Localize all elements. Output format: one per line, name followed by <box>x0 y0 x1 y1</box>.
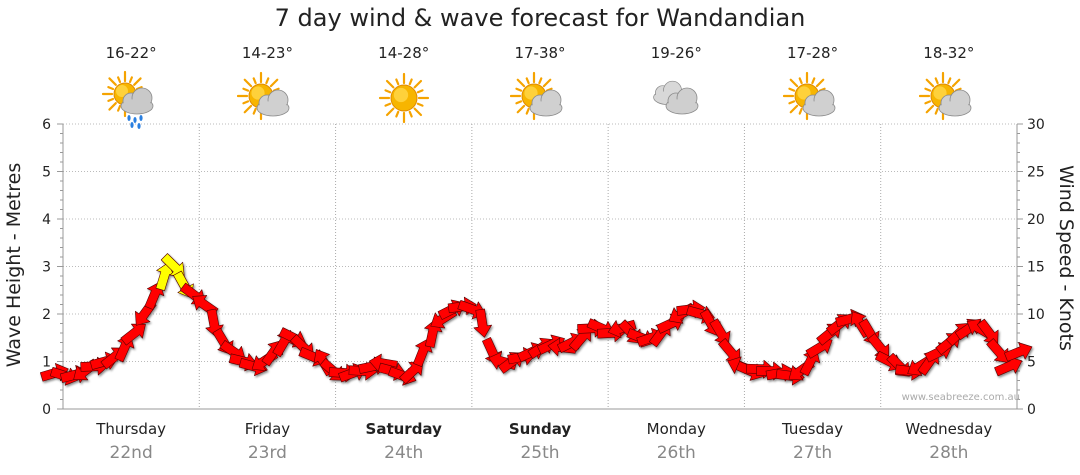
left-tick-label: 1 <box>42 355 51 371</box>
day-date: 27th <box>793 443 833 463</box>
right-tick-label: 10 <box>1027 307 1045 323</box>
wind-arrow <box>120 323 146 346</box>
day-temperature: 16-22° <box>105 44 157 62</box>
day-temperature: 19-26° <box>650 44 702 62</box>
day-date: 26th <box>656 443 696 463</box>
day-name: Monday <box>646 420 706 438</box>
sun-cloud-rain-icon <box>101 70 161 130</box>
day-name: Saturday <box>365 420 442 438</box>
sun-cloud-icon <box>782 70 843 130</box>
wind-arrow <box>399 361 424 385</box>
day-temperature: 18-32° <box>923 44 975 62</box>
left-tick-label: 2 <box>42 307 51 323</box>
cloud-icon <box>646 70 706 130</box>
wind-arrow <box>1004 342 1033 362</box>
right-tick-label: 5 <box>1027 355 1036 371</box>
right-axis-label: Wind Speed - Knots <box>1055 165 1077 351</box>
day-name: Friday <box>244 420 291 438</box>
right-tick-label: 30 <box>1027 117 1045 133</box>
day-date: 25th <box>520 443 560 463</box>
sun-cloud-icon <box>509 70 570 130</box>
wind-arrow <box>986 338 1009 363</box>
day-date: 23rd <box>247 443 287 463</box>
left-tick-label: 0 <box>42 402 51 418</box>
sun-cloud-icon <box>918 70 979 130</box>
wind-arrows <box>39 253 1033 386</box>
day-temperature: 14-28° <box>378 44 430 62</box>
day-name: Thursday <box>96 420 167 438</box>
day-date: 28th <box>929 443 969 463</box>
day-name: Wednesday <box>905 420 993 438</box>
day-temperature: 14-23° <box>241 44 293 62</box>
wind-arrow <box>473 308 492 338</box>
chart-title: 7 day wind & wave forecast for Wandandia… <box>274 4 806 32</box>
credit-text: www.seabreeze.com.au <box>901 392 1020 403</box>
sun-icon <box>374 70 434 130</box>
day-temperature: 17-38° <box>514 44 566 62</box>
left-axis-ticks: 0 1 2 3 4 5 6 <box>42 117 63 418</box>
left-tick-label: 3 <box>42 260 51 276</box>
right-tick-label: 25 <box>1027 165 1045 181</box>
right-tick-label: 0 <box>1027 402 1036 418</box>
day-date: 22nd <box>109 443 153 463</box>
left-axis-label: Wave Height - Metres <box>3 162 25 368</box>
left-tick-label: 6 <box>42 117 51 133</box>
day-date: 24th <box>384 443 424 463</box>
left-tick-label: 4 <box>42 212 51 228</box>
right-axis-ticks: 0 5 10 15 20 25 30 <box>1017 117 1045 418</box>
day-name: Sunday <box>508 420 572 438</box>
left-tick-label: 5 <box>42 165 51 181</box>
right-tick-label: 15 <box>1027 260 1045 276</box>
sun-cloud-icon <box>237 70 297 130</box>
day-temperature: 17-28° <box>787 44 839 62</box>
day-name: Tuesday <box>782 420 844 438</box>
right-tick-label: 20 <box>1027 212 1045 228</box>
